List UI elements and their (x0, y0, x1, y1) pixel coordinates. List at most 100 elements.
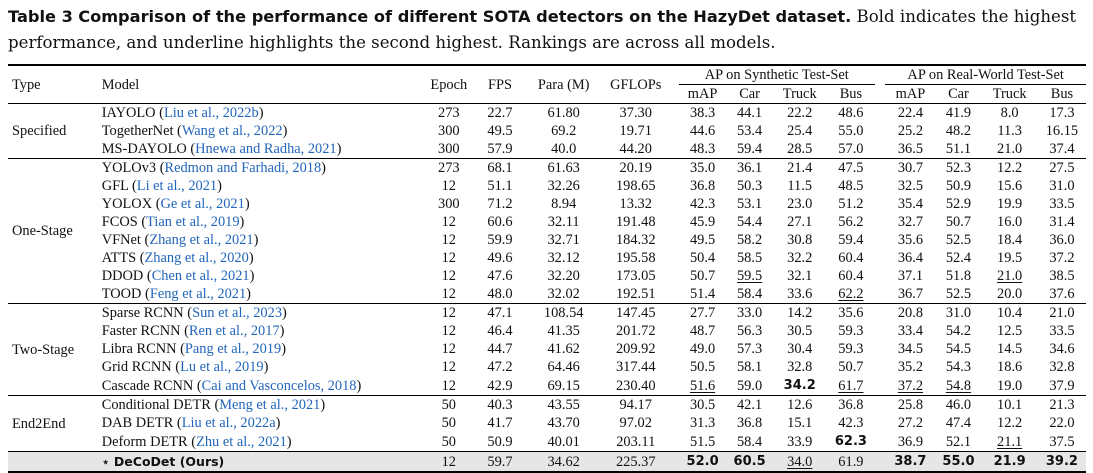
citation-link[interactable]: Tian et al., 2019 (146, 214, 240, 230)
citation-link[interactable]: Redmon and Farhadi, 2018 (164, 160, 322, 176)
syn-car-value: 53.1 (736, 196, 763, 212)
citation-link[interactable]: Feng et al., 2021 (149, 286, 247, 302)
syn-car-value: 44.1 (736, 105, 763, 121)
header-model: Model (95, 64, 422, 104)
syn-car-value: 54.4 (736, 214, 763, 230)
real-map-value: 36.9 (897, 433, 924, 450)
syn-map-value: 51.4 (689, 286, 716, 302)
real-car-value: 52.3 (945, 160, 972, 176)
syn-car-value: 53.4 (736, 123, 763, 139)
real-car-value: 52.4 (945, 250, 972, 266)
real-car-value: 52.1 (945, 433, 972, 450)
fps-value: 48.0 (487, 286, 513, 302)
model-name: DAB DETR (101, 415, 174, 431)
syn-truck-value: 28.5 (787, 141, 813, 157)
syn-bus-value: 59.3 (838, 323, 864, 339)
model-cell: YOLOv3 (Redmon and Farhadi, 2018) (95, 158, 422, 177)
syn-bus-value: 51.2 (838, 196, 864, 212)
real-truck-value: 8.0 (1000, 105, 1019, 121)
syn-truck-value: 21.4 (787, 160, 813, 176)
gflops-value: 317.44 (615, 359, 656, 375)
model-cell: YOLOX (Ge et al., 2021) (101, 196, 250, 212)
model-name: Conditional DETR (101, 397, 211, 413)
table-row: Deform DETR (Zhu et al., 2021) 50 50.9 40.0… (8, 432, 1086, 452)
table-row: DDOD (Chen et al., 2021) 12 47.6 32.20 173.0… (8, 267, 1086, 285)
citation-link[interactable]: Li et al., 2021 (136, 178, 218, 194)
table-row: Cascade RCNN (Cai and Vasconcelos, 2018)… (8, 376, 1086, 396)
real-map-value: 37.2 (897, 377, 924, 394)
syn-bus-value: 62.3 (834, 434, 867, 449)
table-row: TOOD (Feng et al., 2021) 12 48.0 32.02 192.5… (8, 285, 1086, 304)
epoch-value: 50 (441, 415, 456, 431)
epoch-value: 12 (441, 214, 456, 230)
syn-car-value: 56.3 (736, 323, 763, 339)
gflops-value: 37.30 (619, 105, 652, 121)
model-cell: IAYOLO (Liu et al., 2022b) (95, 103, 422, 122)
model-name: GFL (101, 178, 129, 194)
ours-row: ⋆ DeCoDet (Ours) 12 59.7 34.62 225.37 52.0 60.… (8, 451, 1086, 473)
gflops-value: 225.37 (615, 453, 656, 470)
real-truck-value: 19.5 (997, 250, 1023, 266)
model-name: FCOS (101, 214, 138, 230)
para-value: 32.12 (547, 250, 580, 266)
syn-bus-value: 47.5 (838, 160, 864, 176)
para-value: 64.46 (547, 359, 580, 375)
syn-car-value: 33.0 (736, 305, 763, 321)
epoch-value: 12 (441, 359, 456, 375)
syn-car-value: 36.1 (736, 160, 763, 176)
citation-link[interactable]: Zhu et al., 2021 (196, 433, 287, 450)
real-truck-value: 16.0 (997, 214, 1023, 230)
syn-truck-value: 34.2 (783, 378, 816, 393)
table-row: VFNet (Zhang et al., 2021) 12 59.9 32.71 184… (8, 231, 1086, 249)
syn-bus-value: 61.7 (838, 377, 864, 394)
table-row: Grid RCNN (Lu et al., 2019) 12 47.2 64.46 31… (8, 358, 1086, 376)
real-bus-value: 34.6 (1049, 341, 1075, 357)
syn-map-value: 49.0 (689, 341, 716, 357)
citation-link[interactable]: Ren et al., 2017 (188, 323, 280, 339)
fps-value: 68.1 (487, 160, 513, 176)
real-bus-value: 22.0 (1049, 415, 1075, 431)
model-name: Sparse RCNN (101, 305, 184, 321)
real-truck-value: 21.1 (997, 433, 1023, 450)
real-car-value: 55.0 (942, 454, 975, 469)
gflops-value: 192.51 (615, 286, 656, 302)
group-type-label: Specified (8, 103, 96, 159)
header-type: Type (8, 64, 96, 104)
real-car-value: 52.5 (945, 286, 972, 302)
citation-link[interactable]: Meng et al., 2021 (219, 397, 321, 413)
citation-link[interactable]: Ge et al., 2021 (160, 196, 245, 212)
citation-link[interactable]: Lu et al., 2019 (180, 359, 264, 375)
gflops-value: 195.58 (615, 250, 656, 266)
fps-value: 51.1 (487, 178, 513, 194)
model-cell: GFL (Li et al., 2021) (101, 178, 222, 194)
syn-car-value: 58.4 (736, 286, 763, 302)
syn-map-value: 50.7 (689, 268, 716, 284)
citation-link[interactable]: Hnewa and Radha, 2021 (195, 141, 337, 157)
epoch-value: 12 (441, 268, 456, 284)
syn-car-value: 36.8 (736, 415, 763, 431)
real-bus-value: 31.0 (1049, 178, 1075, 194)
real-map-value: 32.5 (897, 178, 924, 194)
model-name: Libra RCNN (101, 341, 177, 357)
model-name: TogetherNet (101, 123, 174, 139)
table-row: TogetherNet (Wang et al., 2022) 300 49.5 69… (8, 122, 1086, 140)
citation-link[interactable]: Zhang et al., 2020 (144, 250, 249, 266)
citation-link[interactable]: Pang et al., 2019 (184, 341, 282, 357)
real-map-value: 36.4 (897, 250, 924, 266)
real-map-value: 25.8 (897, 397, 924, 413)
citation-link[interactable]: Chen et al., 2021 (151, 268, 250, 284)
real-bus-value: 32.8 (1049, 359, 1075, 375)
citation-link[interactable]: Cai and Vasconcelos, 2018 (201, 377, 357, 394)
citation-link[interactable]: Zhang et al., 2021 (149, 232, 254, 248)
model-cell: Grid RCNN (Lu et al., 2019) (101, 359, 269, 375)
citation-link[interactable]: Liu et al., 2022a (181, 415, 276, 431)
real-bus-value: 21.3 (1049, 397, 1075, 413)
syn-truck-value: 12.6 (787, 397, 813, 413)
citation-link[interactable]: Liu et al., 2022b (163, 105, 259, 121)
syn-bus-value: 61.9 (838, 453, 864, 470)
syn-truck-value: 32.8 (787, 359, 813, 375)
syn-truck-value: 30.8 (787, 232, 813, 248)
epoch-value: 12 (441, 250, 456, 266)
citation-link[interactable]: Wang et al., 2022 (181, 123, 283, 139)
citation-link[interactable]: Sun et al., 2023 (192, 305, 283, 321)
